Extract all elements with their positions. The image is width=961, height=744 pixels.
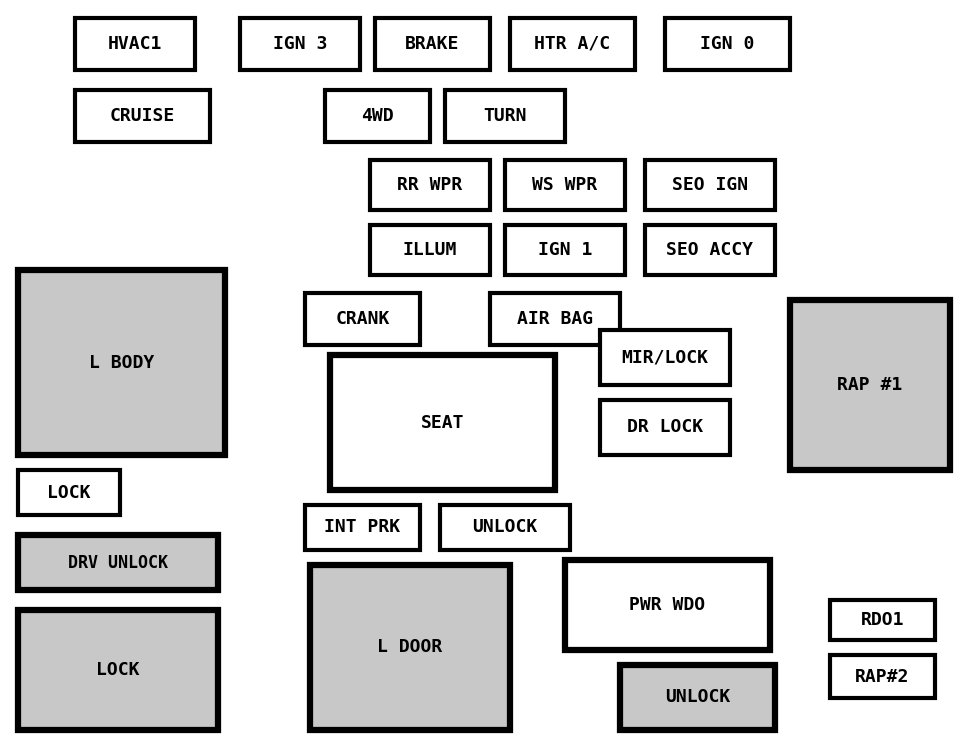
Text: UNLOCK: UNLOCK [472, 519, 537, 536]
Text: PWR WDO: PWR WDO [628, 596, 704, 614]
Text: RAP #1: RAP #1 [836, 376, 901, 394]
Text: AIR BAG: AIR BAG [516, 310, 592, 328]
Text: TURN: TURN [482, 107, 527, 125]
Text: HVAC1: HVAC1 [108, 35, 162, 53]
FancyBboxPatch shape [564, 560, 769, 650]
Text: IGN 0: IGN 0 [700, 35, 753, 53]
FancyBboxPatch shape [18, 270, 225, 455]
Text: CRUISE: CRUISE [110, 107, 175, 125]
FancyBboxPatch shape [664, 18, 789, 70]
FancyBboxPatch shape [505, 160, 625, 210]
Text: CRANK: CRANK [335, 310, 389, 328]
Text: LOCK: LOCK [96, 661, 139, 679]
Text: LOCK: LOCK [47, 484, 90, 501]
FancyBboxPatch shape [330, 355, 554, 490]
FancyBboxPatch shape [829, 600, 934, 640]
FancyBboxPatch shape [600, 400, 729, 455]
FancyBboxPatch shape [505, 225, 625, 275]
Text: SEAT: SEAT [420, 414, 464, 432]
Text: IGN 1: IGN 1 [537, 241, 592, 259]
FancyBboxPatch shape [370, 160, 489, 210]
Text: BRAKE: BRAKE [405, 35, 459, 53]
FancyBboxPatch shape [439, 505, 570, 550]
FancyBboxPatch shape [600, 330, 729, 385]
FancyBboxPatch shape [305, 293, 420, 345]
FancyBboxPatch shape [789, 300, 949, 470]
Text: RR WPR: RR WPR [397, 176, 462, 194]
FancyBboxPatch shape [75, 90, 209, 142]
FancyBboxPatch shape [305, 505, 420, 550]
FancyBboxPatch shape [325, 90, 430, 142]
Text: L DOOR: L DOOR [377, 638, 442, 656]
FancyBboxPatch shape [239, 18, 359, 70]
Text: WS WPR: WS WPR [531, 176, 597, 194]
FancyBboxPatch shape [309, 565, 509, 730]
Text: HTR A/C: HTR A/C [534, 35, 610, 53]
FancyBboxPatch shape [75, 18, 195, 70]
Text: RDO1: RDO1 [860, 611, 903, 629]
FancyBboxPatch shape [619, 665, 775, 730]
Text: IGN 3: IGN 3 [273, 35, 327, 53]
FancyBboxPatch shape [370, 225, 489, 275]
Text: RAP#2: RAP#2 [854, 667, 909, 685]
Text: DRV UNLOCK: DRV UNLOCK [68, 554, 168, 571]
Text: UNLOCK: UNLOCK [664, 688, 729, 707]
FancyBboxPatch shape [18, 470, 120, 515]
FancyBboxPatch shape [644, 225, 775, 275]
Text: SEO ACCY: SEO ACCY [666, 241, 752, 259]
Text: 4WD: 4WD [360, 107, 393, 125]
FancyBboxPatch shape [18, 610, 218, 730]
FancyBboxPatch shape [829, 655, 934, 698]
Text: MIR/LOCK: MIR/LOCK [621, 348, 707, 367]
FancyBboxPatch shape [445, 90, 564, 142]
FancyBboxPatch shape [489, 293, 619, 345]
FancyBboxPatch shape [375, 18, 489, 70]
FancyBboxPatch shape [18, 535, 218, 590]
Text: DR LOCK: DR LOCK [627, 418, 702, 437]
FancyBboxPatch shape [644, 160, 775, 210]
Text: ILLUM: ILLUM [403, 241, 456, 259]
Text: SEO IGN: SEO IGN [671, 176, 748, 194]
Text: INT PRK: INT PRK [324, 519, 400, 536]
Text: L BODY: L BODY [88, 353, 154, 371]
FancyBboxPatch shape [509, 18, 634, 70]
